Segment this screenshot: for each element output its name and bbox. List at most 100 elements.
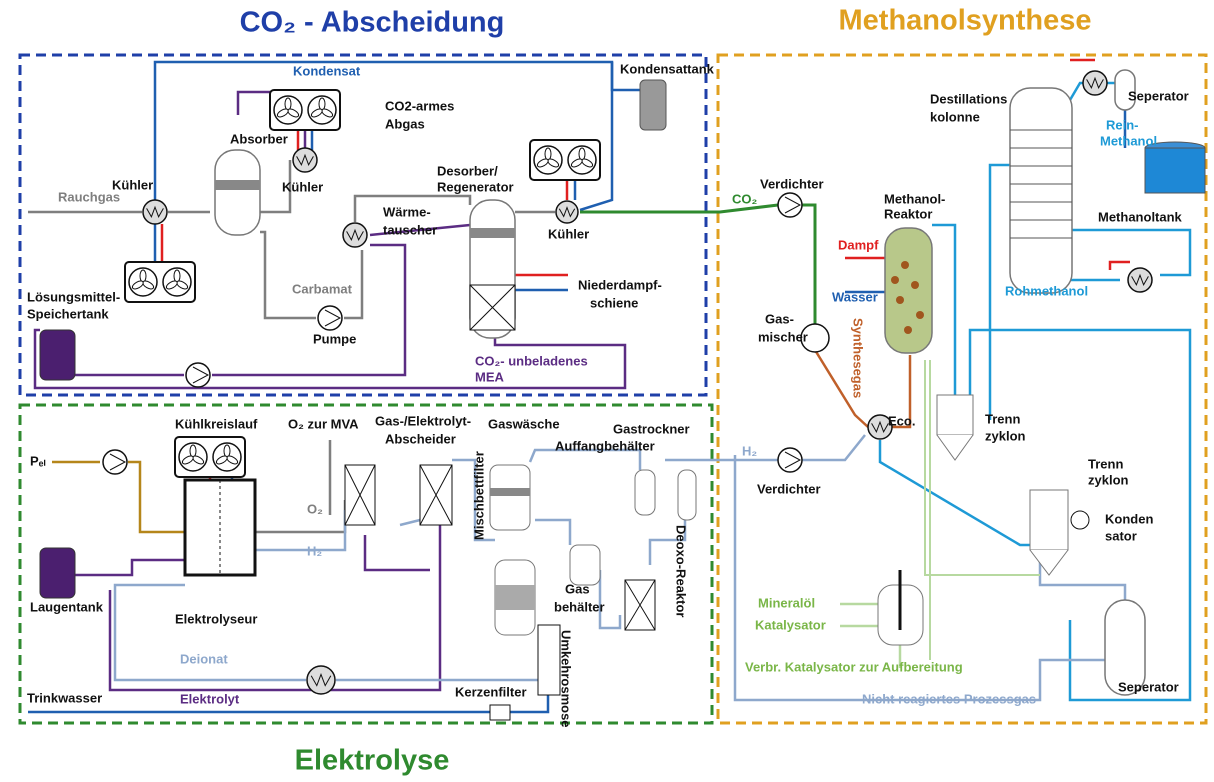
section-title: CO₂ - Abscheidung xyxy=(240,7,505,39)
label: H₂ xyxy=(307,543,322,558)
label: schiene xyxy=(590,295,638,310)
label: Kondensat xyxy=(293,63,361,78)
methanol-tank xyxy=(1145,148,1205,193)
label: Rohmethanol xyxy=(1005,283,1088,298)
label: Rein- xyxy=(1106,117,1139,132)
label: Seperator xyxy=(1118,679,1179,694)
dryer xyxy=(678,470,696,520)
label: Speichertank xyxy=(27,306,109,321)
heat-exchanger xyxy=(556,201,578,223)
label: Elektrolyt xyxy=(180,691,240,706)
label: Eco. xyxy=(888,413,915,428)
catalyst xyxy=(916,311,924,319)
label: O₂ zur MVA xyxy=(288,416,359,431)
label: Carbamat xyxy=(292,281,353,296)
fan-blade xyxy=(579,148,585,160)
label: Destillations xyxy=(930,91,1007,106)
label: sator xyxy=(1105,528,1137,543)
fan-blade xyxy=(140,270,146,282)
packing xyxy=(470,228,515,238)
label: Gas-/Elektrolyt- xyxy=(375,413,471,428)
pipe xyxy=(1070,230,1190,275)
pump xyxy=(778,448,802,472)
label: Mineralöl xyxy=(758,595,815,610)
label: Abgas xyxy=(385,116,425,131)
pump xyxy=(778,193,802,217)
pipe xyxy=(535,520,570,545)
label: Umkehrosmose xyxy=(559,630,574,728)
cyclone-cone xyxy=(1030,550,1068,575)
label: MEA xyxy=(475,369,505,384)
label: Gas xyxy=(565,581,590,596)
section-title: Elektrolyse xyxy=(295,745,450,777)
fan-blade xyxy=(174,270,180,282)
pump xyxy=(103,450,127,474)
heat-exchanger xyxy=(343,223,367,247)
label: kolonne xyxy=(930,109,980,124)
pipe xyxy=(802,435,865,460)
label: Kühlkreislauf xyxy=(175,416,258,431)
pipe xyxy=(260,232,316,318)
heat-exchanger xyxy=(1083,71,1107,95)
label: Verdichter xyxy=(760,176,824,191)
label: Konden xyxy=(1105,511,1153,526)
label: Nicht reagiertes Prozessgas xyxy=(862,691,1036,706)
collector xyxy=(635,470,655,515)
label: Pₑₗ xyxy=(30,453,46,468)
label: Verbr. Katalysator zur Aufbereitung xyxy=(745,659,963,674)
label: Deionat xyxy=(180,651,228,666)
label: Regenerator xyxy=(437,179,514,194)
label: Pumpe xyxy=(313,331,356,346)
label: Seperator xyxy=(1128,88,1189,103)
cyclone-cone xyxy=(937,435,973,460)
condenser xyxy=(1071,511,1089,529)
vessel xyxy=(885,228,932,353)
pipe xyxy=(255,500,345,532)
pipe xyxy=(925,360,1040,575)
section-title: Methanolsynthese xyxy=(839,5,1092,37)
label: Kühler xyxy=(282,179,323,194)
catalyst xyxy=(904,326,912,334)
label: Mischbettfilter xyxy=(471,451,486,540)
label: Kerzenfilter xyxy=(455,684,527,699)
lye-tank xyxy=(40,548,75,598)
pipe xyxy=(1110,262,1130,270)
bed xyxy=(495,585,535,610)
packing xyxy=(215,180,260,190)
label: CO₂- unbeladenes xyxy=(475,353,588,368)
label: zyklon xyxy=(1088,472,1129,487)
pipe xyxy=(365,535,430,570)
vessel xyxy=(1010,88,1072,293)
label: Wärme- xyxy=(383,204,431,219)
label: Kondensattank xyxy=(620,61,715,76)
label: Auffangbehälter xyxy=(555,438,655,453)
label: Deoxo-Reaktor xyxy=(674,525,689,617)
label: Desorber/ xyxy=(437,163,498,178)
cyclone xyxy=(1030,490,1068,550)
heat-exchanger xyxy=(307,666,335,694)
label: Kühler xyxy=(548,226,589,241)
fan-blade xyxy=(224,445,230,457)
label: Methanol xyxy=(1100,133,1157,148)
fan-blade xyxy=(319,98,325,110)
fan-blade xyxy=(190,445,196,457)
pipe xyxy=(255,510,345,550)
label: Reaktor xyxy=(884,206,932,221)
label: Gastrockner xyxy=(613,421,690,436)
label: Absorber xyxy=(230,131,288,146)
label: mischer xyxy=(758,329,808,344)
heat-exchanger xyxy=(1128,268,1152,292)
label: Elektrolyseur xyxy=(175,611,257,626)
scrubber xyxy=(490,465,530,530)
pump xyxy=(186,363,210,387)
heat-exchanger xyxy=(143,200,167,224)
label: O₂ xyxy=(307,501,323,516)
packing xyxy=(490,488,530,496)
ro-module xyxy=(538,625,560,695)
catalyst xyxy=(911,281,919,289)
label: Lösungsmittel- xyxy=(27,289,120,304)
pipe xyxy=(802,205,815,325)
pipe xyxy=(212,245,405,375)
cyclone xyxy=(937,395,973,435)
label: Methanol- xyxy=(884,191,945,206)
